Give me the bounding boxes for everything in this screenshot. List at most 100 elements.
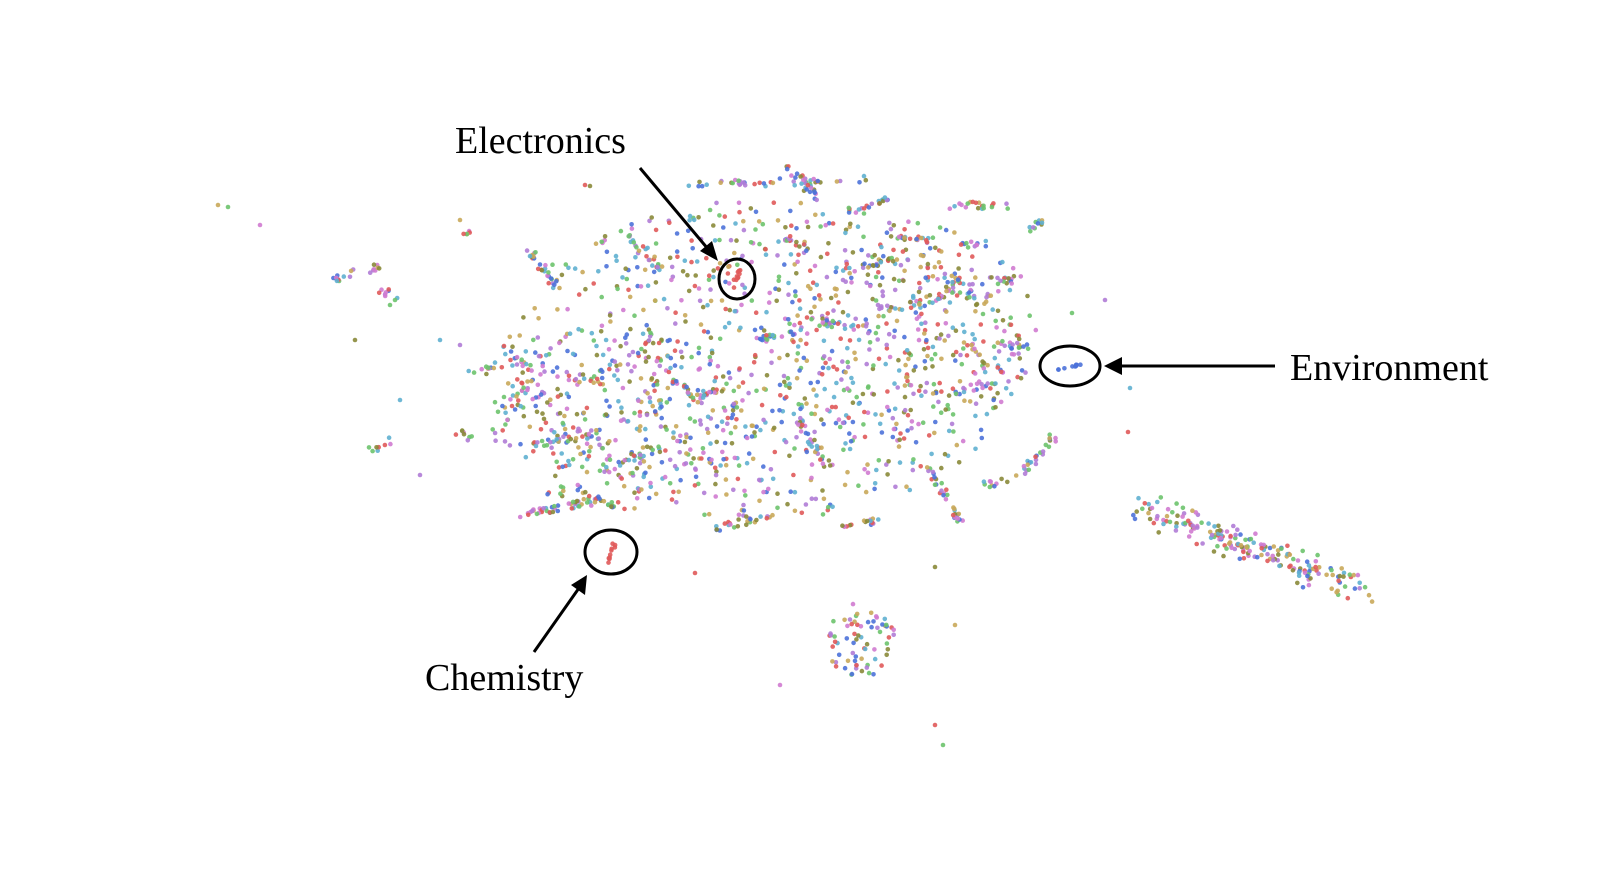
data-point xyxy=(743,493,748,498)
data-point xyxy=(678,349,684,355)
data-point xyxy=(541,443,547,449)
data-point xyxy=(517,514,523,520)
data-point xyxy=(970,254,975,259)
data-point xyxy=(1002,343,1007,349)
data-point xyxy=(1140,506,1145,512)
data-point xyxy=(521,315,526,320)
data-point xyxy=(849,375,854,381)
data-point xyxy=(884,622,889,628)
data-point xyxy=(723,306,728,312)
data-point xyxy=(845,469,850,475)
data-point xyxy=(981,479,987,485)
data-point xyxy=(712,390,717,395)
data-point xyxy=(728,522,733,527)
data-point xyxy=(788,252,794,257)
data-point xyxy=(697,179,702,185)
data-point xyxy=(996,349,1002,354)
data-point xyxy=(615,377,621,383)
data-point xyxy=(1238,543,1244,548)
data-point xyxy=(719,389,725,394)
data-point xyxy=(572,266,578,271)
data-point xyxy=(1053,439,1058,444)
data-point xyxy=(943,227,949,233)
data-point xyxy=(878,259,884,265)
data-point xyxy=(844,261,850,267)
data-point xyxy=(850,380,856,386)
data-point xyxy=(886,331,892,337)
data-point xyxy=(606,469,612,475)
data-point xyxy=(873,274,879,280)
data-point xyxy=(720,374,726,379)
data-point xyxy=(688,447,693,452)
data-point xyxy=(1027,224,1032,230)
data-point xyxy=(733,221,738,226)
data-point xyxy=(828,295,834,301)
data-point xyxy=(776,278,781,284)
data-point xyxy=(352,337,358,343)
data-point xyxy=(939,389,944,394)
data-point xyxy=(612,545,618,550)
data-point xyxy=(980,385,985,391)
data-point xyxy=(675,254,680,260)
data-point xyxy=(789,223,794,228)
data-point xyxy=(798,200,804,206)
data-point xyxy=(437,337,443,343)
data-point xyxy=(896,278,902,284)
data-point xyxy=(852,350,857,356)
data-point xyxy=(919,311,924,317)
data-point xyxy=(814,282,820,288)
data-point xyxy=(614,258,619,264)
data-point xyxy=(584,405,590,411)
data-point xyxy=(479,366,485,372)
data-point xyxy=(673,424,679,429)
data-point xyxy=(821,354,827,359)
data-point xyxy=(536,316,541,321)
data-point xyxy=(641,307,646,313)
data-point xyxy=(999,476,1004,482)
data-point xyxy=(752,430,757,435)
data-point xyxy=(1277,563,1282,569)
data-point xyxy=(884,652,889,658)
data-point xyxy=(684,341,689,347)
data-point xyxy=(525,379,530,384)
data-point xyxy=(1235,527,1240,532)
data-point xyxy=(995,390,1000,396)
data-point xyxy=(905,257,911,263)
data-point xyxy=(871,619,876,624)
data-point xyxy=(945,492,950,498)
data-point xyxy=(510,393,516,398)
data-point xyxy=(846,210,852,215)
data-point xyxy=(908,407,913,413)
data-point xyxy=(858,624,864,629)
data-point xyxy=(717,237,722,243)
data-point xyxy=(875,324,881,330)
data-point xyxy=(791,411,797,417)
data-point xyxy=(942,451,948,457)
data-point xyxy=(955,516,961,521)
data-point xyxy=(632,490,637,496)
data-point xyxy=(853,356,858,362)
data-point xyxy=(860,265,866,271)
data-point xyxy=(885,389,890,394)
data-point xyxy=(612,338,617,343)
data-point xyxy=(637,409,643,415)
data-point xyxy=(726,281,732,286)
data-point xyxy=(514,394,519,399)
data-point xyxy=(749,259,754,265)
data-point xyxy=(650,447,655,453)
data-point xyxy=(539,438,545,444)
data-point xyxy=(597,496,602,502)
data-point xyxy=(770,512,775,518)
data-point xyxy=(525,387,530,393)
data-point xyxy=(697,418,703,423)
data-point xyxy=(552,503,557,509)
data-point xyxy=(647,399,653,405)
data-point xyxy=(490,427,496,432)
data-point xyxy=(923,389,928,395)
data-point xyxy=(1305,573,1310,579)
data-point xyxy=(667,396,673,402)
data-point xyxy=(991,397,996,403)
data-point xyxy=(533,443,539,449)
data-point xyxy=(560,420,566,426)
data-point xyxy=(598,367,604,373)
